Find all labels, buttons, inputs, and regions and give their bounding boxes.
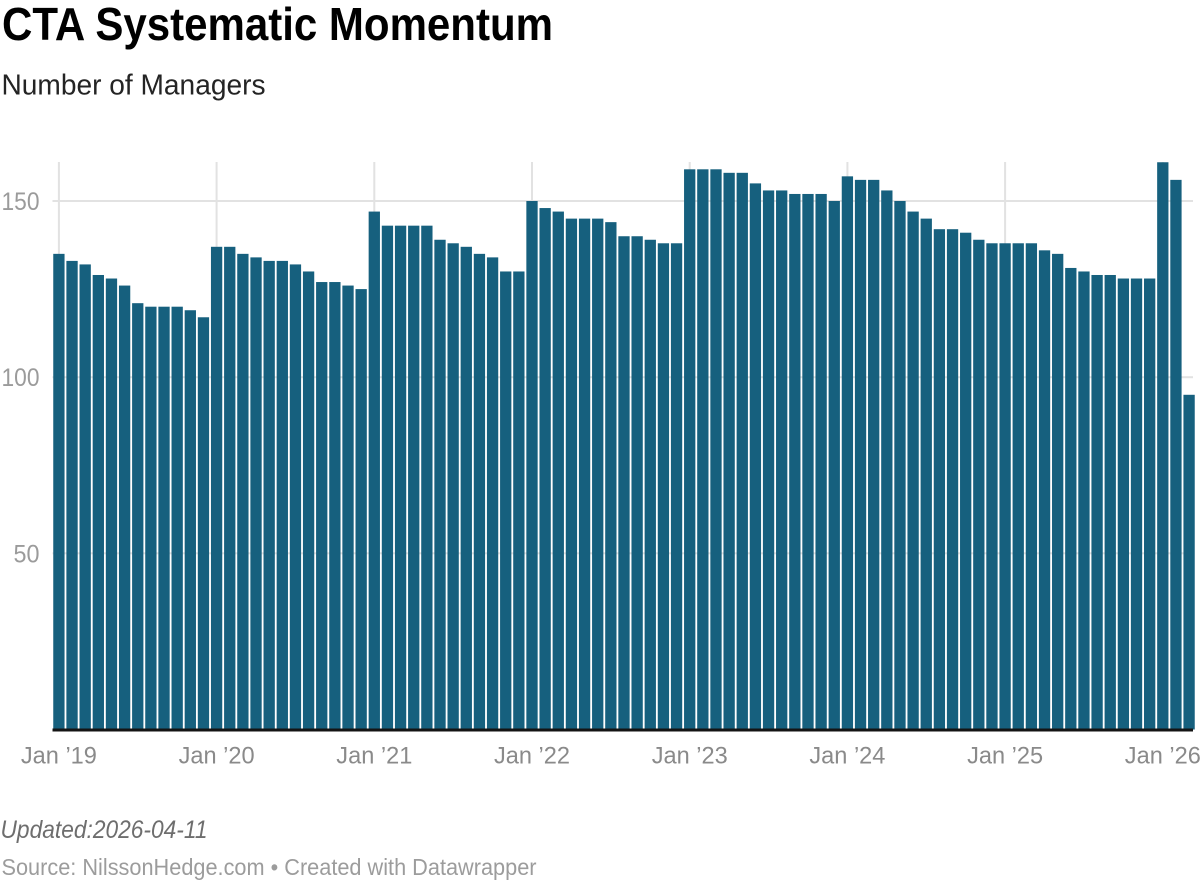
svg-text:50: 50 [14,540,40,568]
svg-text:Jan ’20: Jan ’20 [179,743,255,770]
svg-text:Jan ’24: Jan ’24 [809,743,885,770]
svg-text:Jan ’25: Jan ’25 [967,743,1043,770]
svg-text:Jan ’19: Jan ’19 [21,743,97,770]
svg-text:Jan ’22: Jan ’22 [494,743,570,770]
svg-text:Number of Managers: Number of Managers [2,70,266,102]
svg-text:Updated:2026-04-11: Updated:2026-04-11 [1,816,208,844]
svg-text:Jan ’26: Jan ’26 [1125,743,1200,770]
svg-text:Jan ’21: Jan ’21 [336,743,412,770]
svg-text:Source: NilssonHedge.com • Cre: Source: NilssonHedge.com • Created with … [2,854,537,880]
svg-text:100: 100 [2,364,40,392]
svg-text:Jan ’23: Jan ’23 [652,743,728,770]
svg-text:150: 150 [2,188,40,216]
svg-text:CTA Systematic Momentum: CTA Systematic Momentum [2,0,553,50]
